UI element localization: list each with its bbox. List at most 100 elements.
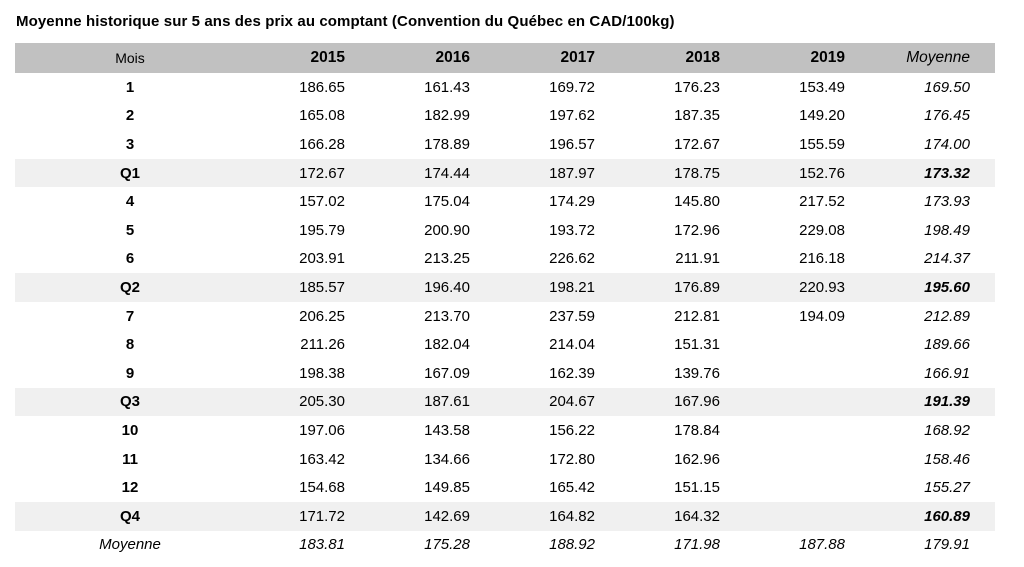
value-cell: 176.89 [674,278,720,296]
moyenne-value-cell: 179.91 [924,536,970,554]
row-label: 6 [125,250,135,268]
value-cell: 212.81 [674,307,720,325]
month-row: 3 166.28 178.89 196.57 172.67 155.59 174.00 [15,130,995,159]
value-cell: 165.08 [299,107,345,125]
value-cell: 216.18 [799,250,845,268]
moyenne-value-cell: 198.49 [924,221,970,239]
value-cell: 188.92 [549,536,595,554]
value-cell: 186.65 [299,78,345,96]
value-cell: 211.26 [300,336,345,354]
row-label: 11 [122,450,138,468]
quarter-row: Q1 172.67 174.44 187.97 178.75 152.76 173.32 [15,158,995,188]
month-row: 6 203.91 213.25 226.62 211.91 216.18 214.37 [15,244,995,274]
value-cell [745,502,870,531]
table-body: 1 186.65 161.43 169.72 176.23 153.49 169.50 2 16… [15,73,995,560]
moyenne-value-cell: 168.92 [924,421,970,439]
value-cell: 166.28 [299,135,345,153]
column-header-2016: 2016 [435,49,470,66]
page-title: Moyenne historique sur 5 ans des prix au… [16,13,675,30]
moyenne-value-cell: 160.89 [924,507,970,525]
value-cell: 134.66 [424,450,470,468]
month-row: 2 165.08 182.99 197.62 187.35 149.20 176.45 [15,101,995,131]
value-cell: 205.30 [299,393,345,411]
row-label: Q2 [119,278,140,296]
value-cell: 187.88 [799,536,845,554]
quarter-row: Q3 205.30 187.61 204.67 167.96 191.39 [15,387,995,417]
value-cell: 164.82 [549,507,595,525]
value-cell: 171.98 [674,536,720,554]
month-row: 11 163.42 134.66 172.80 162.96 158.46 [15,444,995,474]
value-cell: 154.68 [299,479,345,497]
value-cell [745,445,870,474]
value-cell: 167.96 [674,393,720,411]
value-cell: 174.29 [549,193,595,211]
row-label: 3 [125,135,135,153]
row-label: 8 [125,336,135,354]
value-cell [745,359,870,388]
value-cell: 198.38 [299,364,345,382]
column-header-2017: 2017 [560,49,595,66]
value-cell: 169.72 [549,78,595,96]
month-row: 9 198.38 167.09 162.39 139.76 166.91 [15,358,995,388]
row-label: 5 [125,221,135,239]
month-row: 4 157.02 175.04 174.29 145.80 217.52 173.93 [15,187,995,216]
moyenne-value-cell: 191.39 [924,393,970,411]
month-row: 5 195.79 200.90 193.72 172.96 229.08 198.49 [15,215,995,245]
row-label: Q4 [119,507,140,525]
value-cell: 237.59 [549,307,595,325]
row-label: Q1 [119,164,140,182]
value-cell: 172.80 [549,450,595,468]
value-cell: 165.42 [549,479,595,497]
value-cell: 226.62 [549,250,595,268]
moyenne-value-cell: 174.00 [924,135,970,153]
value-cell: 163.42 [299,450,345,468]
header-row: Mois 2015 2016 2017 2018 2019 Moyenne [15,43,995,73]
value-cell [745,388,870,417]
moyenne-value-cell: 158.46 [924,450,970,468]
value-cell: 220.93 [799,278,845,296]
row-label: 12 [121,479,139,497]
value-cell: 203.91 [299,250,345,268]
month-row: 7 206.25 213.70 237.59 212.81 194.09 212.89 [15,301,995,331]
column-header-moyenne: Moyenne [906,49,970,66]
value-cell: 162.96 [674,450,720,468]
moyenne-value-cell: 214.37 [924,250,970,268]
value-cell: 139.76 [674,364,720,382]
value-cell: 162.39 [549,364,595,382]
value-cell: 194.09 [799,307,845,325]
value-cell: 182.99 [424,107,470,125]
month-row: 1 186.65 161.43 169.72 176.23 153.49 169.50 [15,73,995,102]
value-cell: 178.89 [424,135,470,153]
month-row: 12 154.68 149.85 165.42 151.15 155.27 [15,473,995,502]
value-cell: 182.04 [424,336,470,354]
value-cell: 152.76 [799,164,845,182]
value-cell: 213.25 [424,250,470,268]
row-label: 2 [125,107,135,125]
value-cell [745,473,870,502]
value-cell: 155.59 [799,135,845,153]
value-cell: 157.02 [299,193,345,211]
value-cell: 174.44 [424,164,470,182]
value-cell: 229.08 [799,221,845,239]
column-header-2018: 2018 [685,49,720,66]
row-label: 4 [125,193,135,211]
value-cell: 196.40 [424,278,470,296]
value-cell: 149.85 [424,479,470,497]
value-cell: 164.32 [674,507,720,525]
row-label: 1 [125,78,135,96]
moyenne-value-cell: 189.66 [924,336,970,354]
month-row: 8 211.26 182.04 214.04 151.31 189.66 [15,330,995,359]
row-label: Moyenne [99,536,161,554]
value-cell: 151.31 [674,336,720,354]
value-cell: 142.69 [424,507,470,525]
value-cell: 167.09 [424,364,470,382]
value-cell: 178.75 [674,164,720,182]
average-row: Moyenne 183.81 175.28 188.92 171.98 187.88 179… [15,530,995,560]
value-cell: 172.96 [674,221,720,239]
value-cell: 187.35 [674,107,720,125]
moyenne-value-cell: 169.50 [924,78,970,96]
column-header-2015: 2015 [310,49,345,66]
moyenne-value-cell: 173.93 [924,193,970,211]
value-cell: 172.67 [674,135,720,153]
moyenne-value-cell: 176.45 [924,107,970,125]
